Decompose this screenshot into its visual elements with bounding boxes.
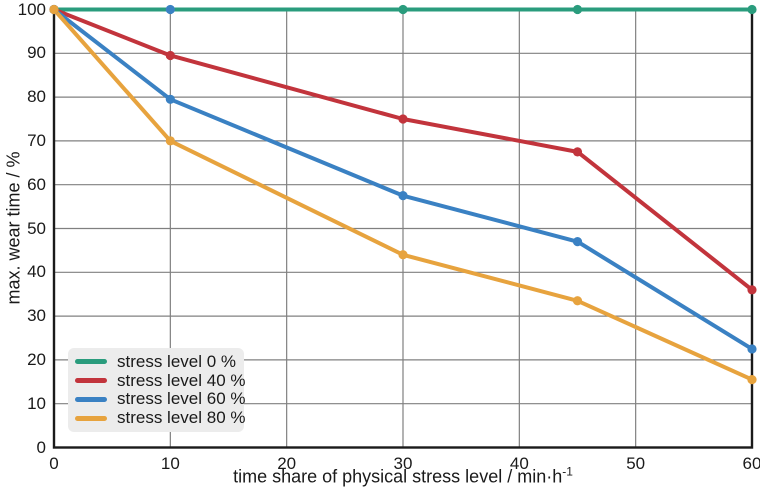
legend-label: stress level 80 % bbox=[117, 408, 246, 428]
y-tick-label: 20 bbox=[27, 349, 46, 369]
x-axis-label-exponent: -1 bbox=[562, 464, 573, 479]
y-tick-label: 10 bbox=[27, 393, 46, 413]
legend-label: stress level 60 % bbox=[117, 389, 246, 409]
series-1-marker bbox=[572, 147, 583, 157]
series-2-marker bbox=[398, 191, 408, 201]
y-tick-label: 80 bbox=[27, 87, 46, 107]
series-1-marker bbox=[165, 50, 175, 61]
y-tick-label: 70 bbox=[27, 130, 46, 150]
series-3-marker bbox=[572, 296, 583, 306]
y-tick-label: 100 bbox=[17, 0, 46, 19]
y-tick-label: 90 bbox=[27, 43, 46, 63]
legend-label: stress level 40 % bbox=[117, 370, 246, 390]
series-2-marker bbox=[572, 237, 583, 247]
y-tick-label: 60 bbox=[27, 174, 46, 194]
series-3-marker bbox=[747, 375, 757, 385]
series-2-marker bbox=[747, 344, 757, 354]
legend-swatch bbox=[75, 415, 107, 421]
legend-label: stress level 0 % bbox=[117, 351, 237, 371]
legend-item: stress level 60 % bbox=[75, 390, 246, 408]
series-0-marker bbox=[165, 4, 175, 15]
legend-swatch bbox=[75, 359, 107, 365]
x-tick-label: 0 bbox=[49, 453, 59, 473]
x-tick-label: 30 bbox=[393, 453, 413, 473]
x-axis-label: time share of physical stress level / mi… bbox=[233, 464, 573, 488]
series-0-marker bbox=[572, 4, 583, 15]
series-3-marker bbox=[165, 136, 175, 146]
series-2-marker bbox=[165, 94, 175, 104]
legend-item: stress level 0 % bbox=[75, 351, 240, 371]
x-tick-label: 60 bbox=[742, 453, 760, 473]
series-3-marker bbox=[49, 4, 59, 15]
legend: stress level 0 % stress level 40 % stress … bbox=[68, 348, 246, 432]
x-tick-label: 20 bbox=[277, 453, 297, 473]
x-tick-label: 40 bbox=[509, 453, 529, 473]
y-tick-label: 50 bbox=[27, 218, 46, 238]
legend-item: stress level 80 % bbox=[75, 409, 246, 427]
series-1-marker bbox=[398, 114, 408, 124]
series-0-marker bbox=[747, 4, 757, 15]
y-tick-label: 0 bbox=[36, 437, 46, 457]
legend-swatch bbox=[75, 396, 107, 402]
legend-swatch bbox=[75, 378, 107, 384]
series-0-marker bbox=[398, 4, 408, 15]
x-axis-label-text: time share of physical stress level / mi… bbox=[233, 466, 563, 487]
series-1-marker bbox=[747, 285, 757, 295]
series-3-marker bbox=[398, 250, 408, 260]
legend-item: stress level 40 % bbox=[75, 371, 246, 390]
x-tick-label: 50 bbox=[626, 453, 646, 473]
x-tick-label: 10 bbox=[160, 453, 180, 473]
y-tick-label: 40 bbox=[27, 262, 46, 282]
y-tick-label: 30 bbox=[27, 306, 46, 326]
